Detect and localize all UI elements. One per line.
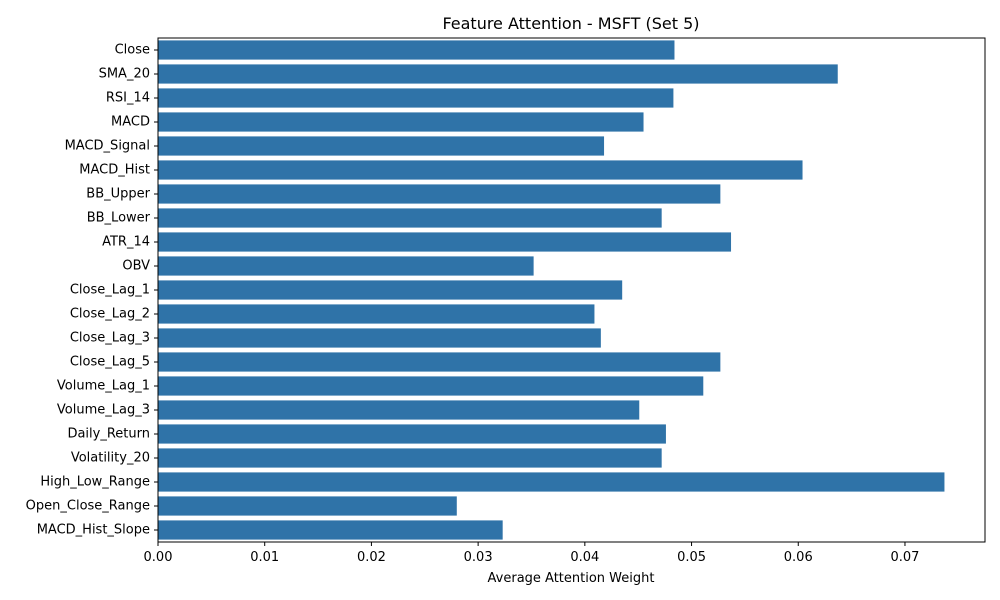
y-tick-label: Close [115,43,150,58]
y-tick-label: MACD [111,115,150,130]
y-tick-label: Daily_Return [67,427,150,442]
y-tick-label: Close_Lag_2 [70,307,150,322]
y-tick-label: BB_Upper [86,187,150,202]
bar-rsi-14 [158,88,674,108]
x-tick-label: 0.00 [144,550,173,565]
bars-group [158,40,945,540]
y-tick-label: Volume_Lag_3 [57,403,150,418]
bar-open-close-range [158,496,457,516]
x-tick-label: 0.01 [250,550,279,565]
bar-volatility-20 [158,448,662,468]
x-tick-label: 0.05 [677,550,706,565]
bar-volume-lag-1 [158,376,704,396]
y-tick-label: MACD_Hist_Slope [37,523,150,538]
y-axis: Close SMA_20 RSI_14 MACD MACD_Signal MACD_His… [26,43,158,538]
y-tick-label: Volume_Lag_1 [57,379,150,394]
bar-macd-hist [158,160,803,180]
y-tick-label: Close_Lag_1 [70,283,150,298]
y-tick-label: Open_Close_Range [26,499,150,514]
y-tick-label: BB_Lower [87,211,151,226]
bar-bb-lower [158,208,662,228]
bar-bb-upper [158,184,721,204]
chart-title: Feature Attention - MSFT (Set 5) [442,14,699,33]
y-tick-label: Close_Lag_5 [70,355,150,370]
bar-volume-lag-3 [158,400,640,420]
bar-macd-hist-slope [158,520,503,540]
bar-sma-20 [158,64,838,84]
y-tick-label: High_Low_Range [40,475,150,490]
x-axis: 0.00 0.01 0.02 0.03 0.04 0.05 0.06 0.07 [144,542,919,565]
x-axis-label: Average Attention Weight [488,571,655,586]
y-tick-label: RSI_14 [106,91,150,106]
bar-close-lag-1 [158,280,623,300]
bar-obv [158,256,534,276]
bar-high-low-range [158,472,945,492]
x-tick-label: 0.02 [357,550,386,565]
plot-frame [157,37,986,543]
y-tick-label: ATR_14 [102,235,150,250]
y-tick-label: OBV [122,259,150,274]
bar-macd-signal [158,136,605,156]
y-tick-label: Volatility_20 [71,451,150,466]
bar-macd [158,112,644,132]
bar-close-lag-5 [158,352,721,372]
x-tick-label: 0.06 [784,550,813,565]
bar-close-lag-2 [158,304,595,324]
bar-close-lag-3 [158,328,601,348]
x-tick-label: 0.04 [570,550,599,565]
y-tick-label: MACD_Signal [65,139,150,154]
x-tick-label: 0.03 [464,550,493,565]
bar-daily-return [158,424,666,444]
bar-close [158,40,675,60]
y-tick-label: Close_Lag_3 [70,331,150,346]
bar-atr-14 [158,232,732,252]
x-tick-label: 0.07 [890,550,919,565]
y-tick-label: MACD_Hist [79,163,150,178]
y-tick-label: SMA_20 [99,67,150,82]
